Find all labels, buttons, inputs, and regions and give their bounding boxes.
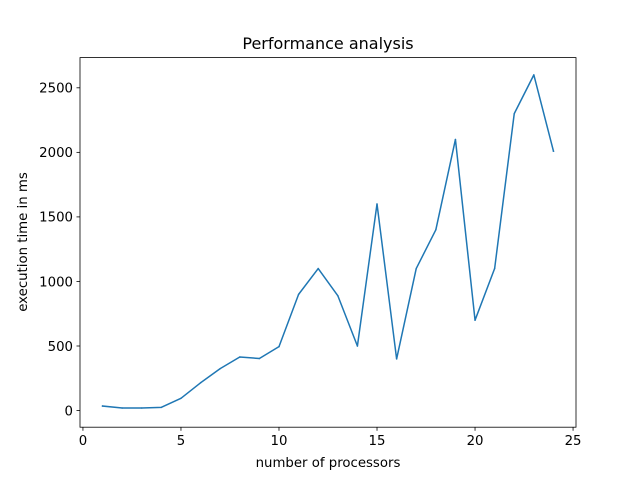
data-point (435, 229, 437, 231)
x-axis-label: number of processors (256, 456, 401, 471)
y-tick-label: 2000 (39, 146, 73, 161)
data-point (552, 150, 555, 152)
x-axis: 0 5 10 15 20 25 (79, 427, 582, 449)
data-point (337, 294, 339, 297)
y-axis: 0 500 1000 1500 2000 2500 (39, 82, 80, 419)
data-point (297, 293, 300, 296)
data-point (160, 406, 163, 409)
data-point (141, 407, 143, 409)
series-line-0 (101, 74, 555, 409)
data-point (376, 203, 378, 205)
data-point (317, 267, 319, 270)
data-point (101, 405, 104, 407)
x-tick-label: 20 (467, 434, 484, 449)
data-point (180, 397, 182, 400)
data-point (533, 74, 535, 76)
series-layer (101, 74, 555, 409)
x-tick-label: 15 (369, 434, 386, 449)
y-tick-label: 0 (65, 404, 73, 419)
data-point (395, 358, 398, 360)
data-point (199, 382, 202, 384)
y-axis-label: execution time in ms (16, 172, 31, 312)
data-point (278, 345, 280, 348)
x-tick-label: 0 (79, 434, 87, 449)
data-point (258, 357, 261, 360)
data-point (454, 138, 457, 141)
data-point (121, 407, 123, 409)
x-tick-label: 25 (565, 434, 582, 449)
y-tick-label: 1000 (39, 275, 73, 290)
plot-area-frame (79, 57, 577, 428)
y-tick-label: 2500 (39, 82, 73, 97)
data-point (493, 267, 496, 270)
data-point (219, 367, 221, 370)
chart-title: Performance analysis (242, 34, 413, 53)
data-point (474, 319, 476, 321)
x-tick-label: 10 (271, 434, 288, 449)
data-point (356, 345, 359, 347)
data-point (513, 112, 515, 115)
x-tick-label: 5 (177, 434, 185, 449)
y-tick-label: 1500 (39, 211, 73, 226)
data-point (239, 356, 241, 358)
data-point (415, 267, 417, 270)
y-tick-label: 500 (48, 340, 73, 355)
